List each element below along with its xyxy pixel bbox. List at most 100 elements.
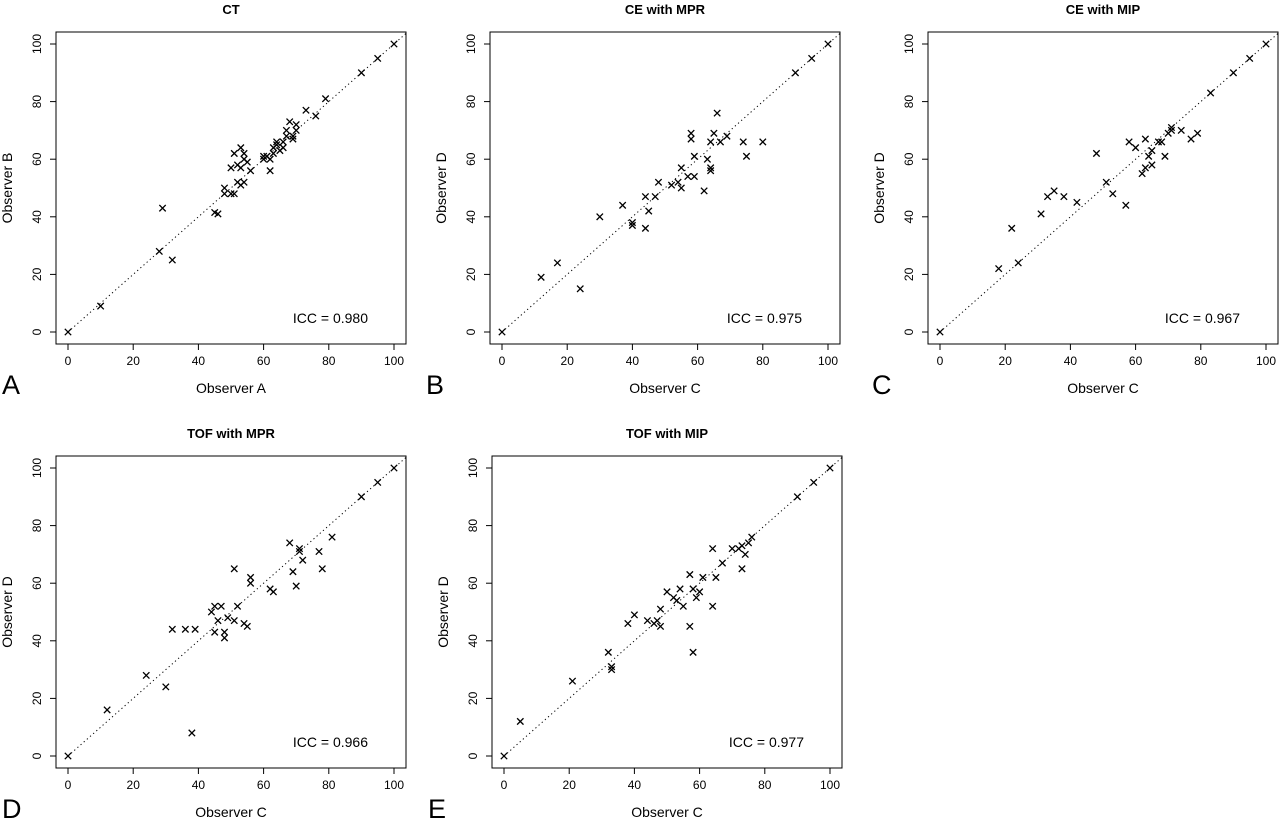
x-tick-label: 40 (628, 778, 642, 792)
data-point (220, 634, 229, 642)
data-point (738, 542, 746, 550)
data-point (706, 167, 715, 175)
panel-title: TOF with MIP (626, 426, 708, 441)
data-point (191, 625, 199, 633)
x-tick-label: 0 (501, 778, 508, 792)
data-point (142, 671, 150, 680)
data-point (679, 602, 687, 610)
x-tick-label: 20 (999, 354, 1013, 368)
data-point (266, 167, 274, 175)
data-point (1154, 138, 1163, 146)
data-point (674, 178, 682, 186)
x-tick-label: 40 (1064, 354, 1078, 368)
data-point (266, 155, 274, 163)
x-tick-label: 60 (257, 354, 271, 368)
data-point (246, 573, 255, 582)
x-tick-label: 80 (322, 778, 336, 792)
y-tick-label: 20 (30, 691, 44, 705)
data-point (995, 264, 1003, 273)
identity-line (501, 33, 841, 333)
data-point (686, 622, 694, 631)
x-tick-label: 100 (820, 778, 840, 792)
data-point (168, 625, 176, 633)
y-axis-label: Observer D (0, 576, 15, 648)
data-point (214, 210, 222, 218)
data-point (64, 328, 72, 336)
y-tick-label: 80 (464, 95, 478, 109)
data-point (498, 328, 506, 336)
y-tick-label: 0 (902, 328, 916, 335)
data-point (243, 158, 251, 166)
data-point (641, 224, 650, 232)
panel-letter: B (426, 370, 444, 400)
y-tick-label: 80 (902, 95, 916, 109)
data-point (826, 464, 834, 472)
data-point (240, 178, 248, 186)
data-point (295, 547, 304, 556)
data-point (643, 616, 652, 625)
panel-a: CT 0 20 40 60 80 100 0 20 40 60 80 100 Observer A Obse… (0, 2, 407, 400)
data-point (1193, 129, 1202, 137)
data-point (793, 493, 802, 501)
data-point (220, 628, 229, 636)
x-axis-label: Observer C (631, 804, 703, 820)
data-point (292, 582, 300, 590)
data-point (227, 190, 235, 198)
icc-annotation: ICC = 0.977 (729, 734, 804, 750)
data-point (1037, 210, 1045, 218)
y-tick-label: 100 (466, 458, 480, 478)
y-tick-label: 40 (464, 210, 478, 224)
panel-e: TOF with MIP 0 20 40 60 80 100 0 20 40 60 80 100 Obse… (428, 426, 843, 822)
data-point (96, 302, 105, 310)
data-point (686, 570, 694, 579)
data-point (739, 138, 747, 146)
x-tick-label: 80 (756, 354, 770, 368)
x-tick-label: 20 (561, 354, 575, 368)
data-point (706, 138, 715, 146)
data-point (1148, 146, 1156, 155)
data-point (708, 544, 717, 553)
plot-frame (55, 31, 407, 345)
y-axis-label: Observer D (433, 152, 449, 224)
identity-line (503, 457, 843, 757)
data-point (1109, 190, 1117, 198)
data-point (315, 547, 323, 556)
panel-letter: C (872, 370, 892, 400)
data-point (708, 602, 717, 610)
x-tick-label: 20 (127, 354, 141, 368)
data-point (259, 152, 268, 160)
data-point (1141, 164, 1150, 172)
data-point (312, 112, 320, 120)
data-point (217, 602, 225, 610)
data-point (289, 135, 297, 143)
data-point (269, 588, 278, 596)
y-tick-label: 60 (464, 152, 478, 166)
y-tick-label: 40 (902, 210, 916, 224)
data-point (299, 556, 307, 564)
x-axis-label: Observer C (195, 804, 267, 820)
data-point (695, 588, 704, 596)
data-point (302, 106, 310, 114)
data-point (741, 550, 749, 559)
data-point (1167, 123, 1176, 132)
data-point (1008, 224, 1016, 232)
data-point (230, 565, 238, 573)
data-point (653, 616, 661, 625)
data-point (607, 663, 616, 671)
data-point (1014, 259, 1022, 267)
data-point (390, 464, 398, 472)
x-tick-label: 20 (127, 778, 141, 792)
y-axis-label: Observer B (0, 153, 15, 224)
data-point (243, 622, 251, 631)
x-tick-label: 100 (1256, 354, 1276, 368)
data-point (220, 190, 229, 198)
data-point (759, 138, 767, 146)
x-tick-label: 100 (384, 354, 404, 368)
data-point (272, 141, 281, 149)
data-point (207, 608, 216, 616)
data-point (64, 752, 72, 760)
x-tick-label: 0 (65, 778, 72, 792)
data-point (1229, 69, 1238, 77)
data-point (211, 628, 219, 636)
data-point (596, 213, 604, 221)
